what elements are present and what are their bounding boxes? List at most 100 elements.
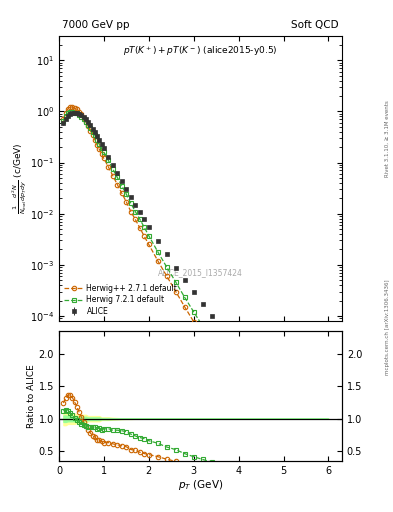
Herwig 7.2.1 default	[129, 200, 133, 206]
Herwig++ 2.7.1 default	[61, 116, 66, 122]
Herwig 7.2.1 default	[272, 430, 277, 436]
Y-axis label: Ratio to ALICE: Ratio to ALICE	[27, 364, 36, 428]
Herwig 7.2.1 default	[95, 137, 99, 143]
Herwig 7.2.1 default	[106, 157, 111, 163]
Herwig++ 2.7.1 default	[115, 182, 120, 188]
Herwig++ 2.7.1 default	[147, 241, 151, 247]
Herwig++ 2.7.1 default	[124, 199, 129, 205]
Herwig++ 2.7.1 default	[92, 137, 97, 143]
Herwig 7.2.1 default	[90, 129, 95, 135]
Herwig 7.2.1 default	[227, 365, 232, 371]
Herwig++ 2.7.1 default	[263, 434, 268, 440]
Herwig++ 2.7.1 default	[86, 123, 90, 130]
Herwig++ 2.7.1 default	[106, 164, 111, 170]
Herwig 7.2.1 default	[75, 111, 79, 117]
Herwig++ 2.7.1 default	[68, 104, 73, 111]
Herwig 7.2.1 default	[263, 417, 268, 423]
Text: $pT(K^+) + pT(K^-)$ (alice2015-y0.5): $pT(K^+) + pT(K^-)$ (alice2015-y0.5)	[123, 45, 278, 58]
Herwig++ 2.7.1 default	[236, 392, 241, 398]
Herwig 7.2.1 default	[299, 464, 304, 471]
Text: Soft QCD: Soft QCD	[292, 20, 339, 30]
Herwig 7.2.1 default	[218, 351, 223, 357]
Herwig 7.2.1 default	[317, 486, 322, 492]
Herwig 7.2.1 default	[88, 125, 93, 131]
Herwig 7.2.1 default	[70, 109, 75, 115]
Herwig++ 2.7.1 default	[245, 406, 250, 412]
Herwig++ 2.7.1 default	[66, 106, 70, 112]
Herwig 7.2.1 default	[281, 442, 286, 448]
Herwig++ 2.7.1 default	[133, 217, 138, 223]
Herwig++ 2.7.1 default	[173, 288, 178, 294]
Herwig 7.2.1 default	[173, 279, 178, 285]
Legend: Herwig++ 2.7.1 default, Herwig 7.2.1 default, ALICE: Herwig++ 2.7.1 default, Herwig 7.2.1 def…	[63, 283, 179, 317]
Y-axis label: $\frac{1}{N_{inal}}\frac{d^2N}{dp_{T}dy}$ (c/GeV): $\frac{1}{N_{inal}}\frac{d^2N}{dp_{T}dy}…	[10, 143, 29, 214]
Herwig 7.2.1 default	[182, 294, 187, 301]
Herwig++ 2.7.1 default	[119, 190, 124, 197]
Herwig 7.2.1 default	[61, 118, 66, 124]
Herwig++ 2.7.1 default	[129, 208, 133, 215]
Herwig 7.2.1 default	[147, 232, 151, 239]
Herwig++ 2.7.1 default	[299, 487, 304, 493]
Herwig 7.2.1 default	[63, 113, 68, 119]
Herwig++ 2.7.1 default	[290, 474, 295, 480]
Herwig++ 2.7.1 default	[218, 364, 223, 370]
Herwig 7.2.1 default	[68, 109, 73, 115]
Herwig++ 2.7.1 default	[191, 318, 196, 325]
Herwig++ 2.7.1 default	[63, 110, 68, 116]
Text: mcplots.cern.ch [arXiv:1306.3436]: mcplots.cern.ch [arXiv:1306.3436]	[385, 280, 390, 375]
Herwig 7.2.1 default	[110, 166, 115, 172]
Herwig++ 2.7.1 default	[182, 304, 187, 310]
Herwig 7.2.1 default	[290, 453, 295, 459]
Line: Herwig++ 2.7.1 default: Herwig++ 2.7.1 default	[61, 105, 331, 512]
Text: ALICE_2015_I1357424: ALICE_2015_I1357424	[158, 268, 243, 277]
Herwig 7.2.1 default	[308, 476, 313, 482]
Herwig 7.2.1 default	[66, 110, 70, 116]
Herwig 7.2.1 default	[81, 116, 86, 122]
X-axis label: $p_T$ (GeV): $p_T$ (GeV)	[178, 478, 223, 493]
Text: 7000 GeV pp: 7000 GeV pp	[62, 20, 129, 30]
Herwig 7.2.1 default	[86, 122, 90, 128]
Text: Rivet 3.1.10, ≥ 3.1M events: Rivet 3.1.10, ≥ 3.1M events	[385, 100, 390, 177]
Herwig++ 2.7.1 default	[138, 225, 142, 231]
Herwig 7.2.1 default	[97, 141, 102, 147]
Herwig++ 2.7.1 default	[110, 173, 115, 179]
Herwig++ 2.7.1 default	[227, 378, 232, 384]
Herwig++ 2.7.1 default	[95, 142, 99, 148]
Herwig 7.2.1 default	[164, 264, 169, 270]
Herwig++ 2.7.1 default	[72, 104, 77, 111]
Herwig 7.2.1 default	[209, 337, 214, 344]
Herwig 7.2.1 default	[77, 112, 81, 118]
Herwig 7.2.1 default	[84, 119, 88, 125]
Herwig++ 2.7.1 default	[99, 151, 104, 157]
Herwig++ 2.7.1 default	[101, 155, 106, 161]
Herwig 7.2.1 default	[72, 110, 77, 116]
Herwig++ 2.7.1 default	[308, 500, 313, 506]
Herwig++ 2.7.1 default	[75, 106, 79, 112]
Herwig 7.2.1 default	[115, 175, 120, 181]
Herwig 7.2.1 default	[79, 114, 84, 120]
Herwig++ 2.7.1 default	[84, 119, 88, 125]
Herwig++ 2.7.1 default	[142, 233, 147, 240]
Herwig 7.2.1 default	[101, 149, 106, 155]
Line: Herwig 7.2.1 default: Herwig 7.2.1 default	[61, 110, 331, 501]
Herwig++ 2.7.1 default	[79, 112, 84, 118]
Herwig 7.2.1 default	[138, 216, 142, 222]
Herwig 7.2.1 default	[133, 208, 138, 215]
Herwig 7.2.1 default	[142, 224, 147, 230]
Herwig++ 2.7.1 default	[70, 104, 75, 110]
Herwig 7.2.1 default	[92, 132, 97, 138]
Herwig++ 2.7.1 default	[209, 349, 214, 355]
Herwig 7.2.1 default	[254, 404, 259, 411]
Herwig++ 2.7.1 default	[200, 334, 205, 340]
Herwig++ 2.7.1 default	[90, 132, 95, 138]
Herwig++ 2.7.1 default	[97, 146, 102, 153]
Herwig 7.2.1 default	[119, 183, 124, 189]
Herwig 7.2.1 default	[191, 309, 196, 315]
Herwig 7.2.1 default	[99, 145, 104, 152]
Herwig 7.2.1 default	[124, 191, 129, 197]
Herwig++ 2.7.1 default	[155, 258, 160, 264]
Herwig++ 2.7.1 default	[254, 420, 259, 426]
Herwig++ 2.7.1 default	[77, 109, 81, 115]
Herwig++ 2.7.1 default	[164, 273, 169, 279]
Herwig++ 2.7.1 default	[81, 115, 86, 121]
